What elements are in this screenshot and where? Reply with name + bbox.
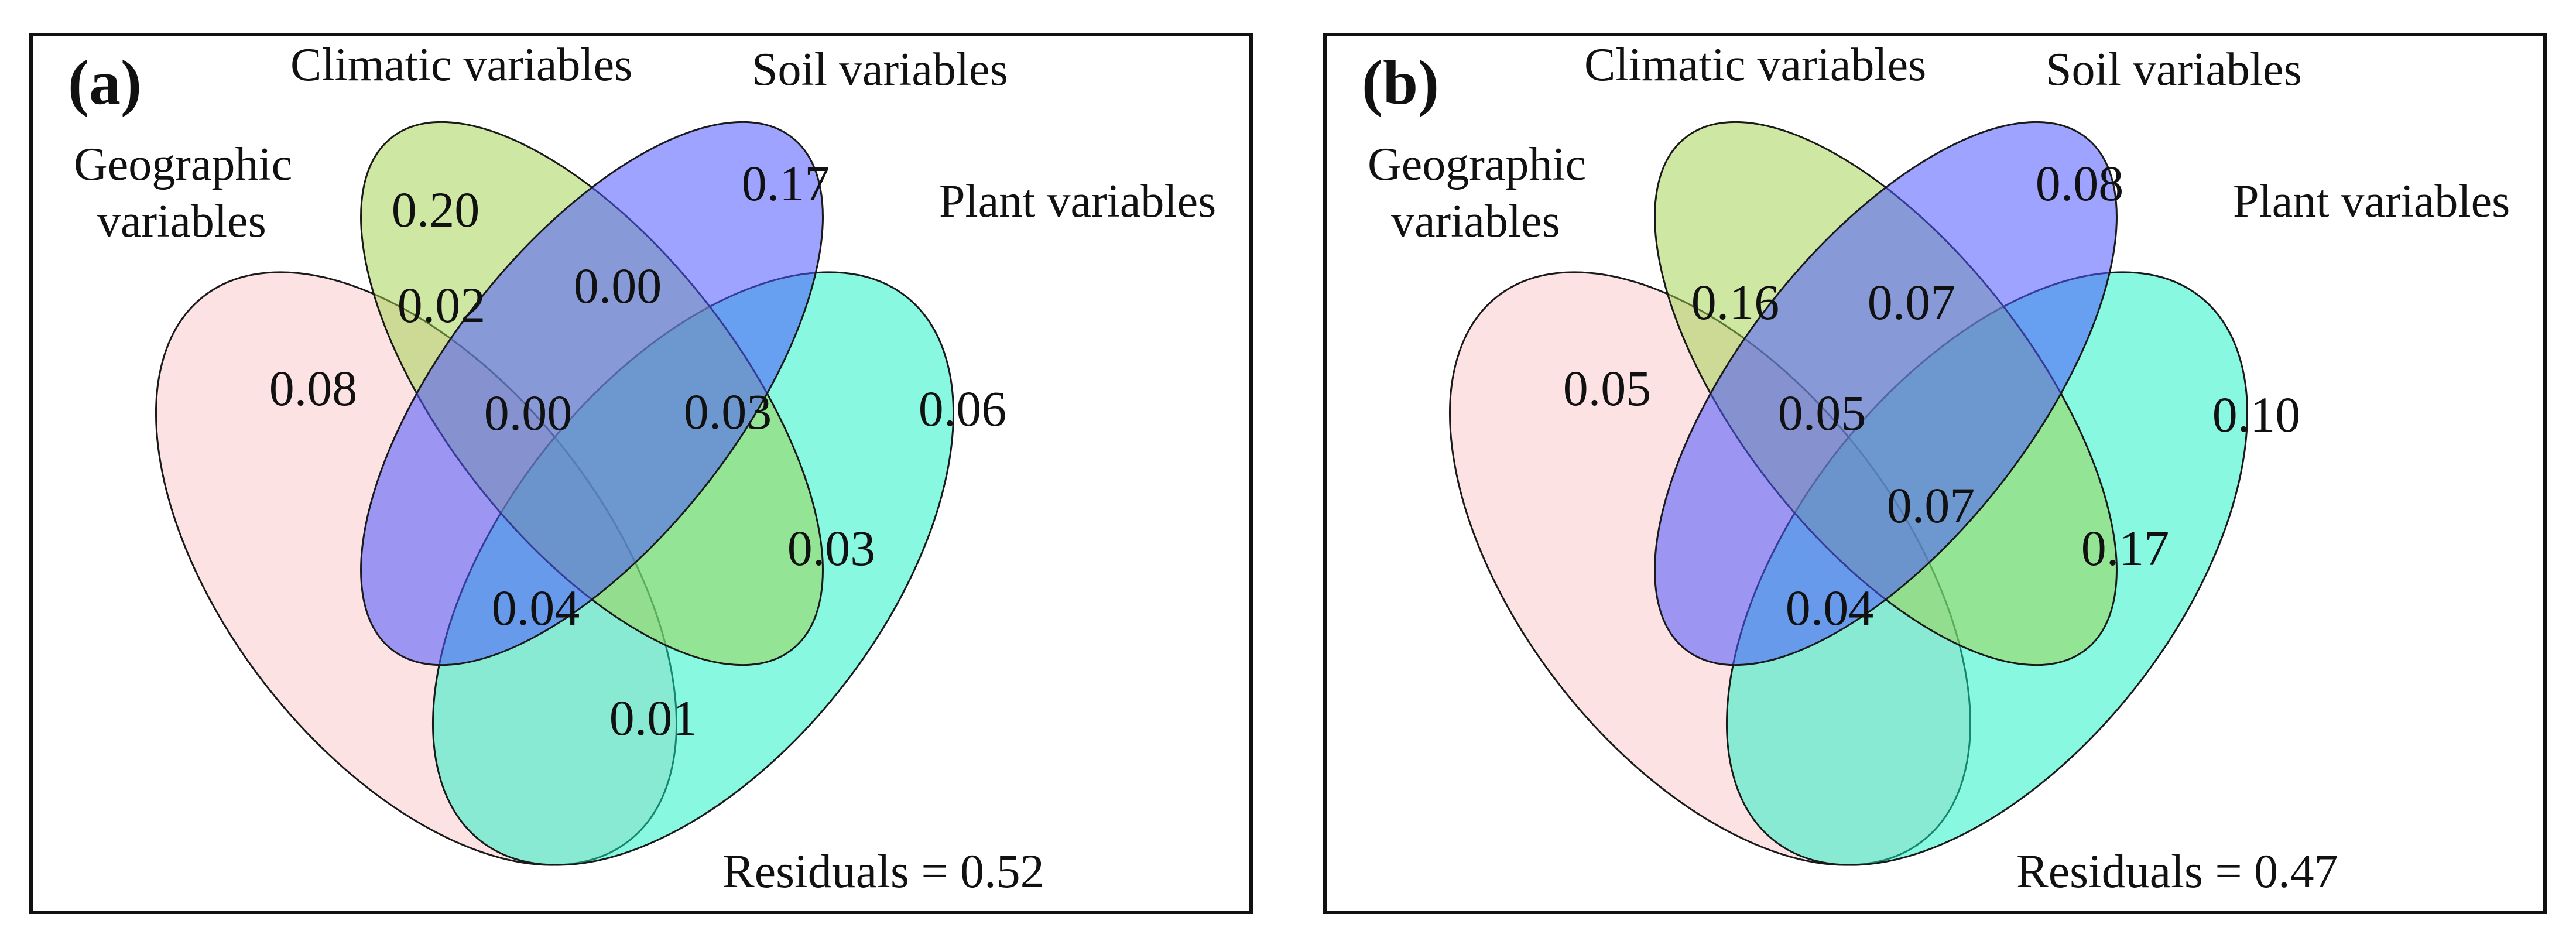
region-geo-climatic-soil: 0.00 (484, 385, 573, 441)
region-soil-plant: 0.17 (2081, 520, 2170, 576)
panel-label: (b) (1362, 48, 1439, 118)
region-soil-plant: 0.03 (787, 520, 876, 576)
panel-label: (a) (68, 48, 142, 118)
region-climatic-soil: 0.00 (574, 258, 662, 314)
region-soil-only: 0.08 (2036, 155, 2124, 211)
region-soil-only: 0.17 (742, 155, 830, 211)
region-plant-only: 0.06 (919, 381, 1007, 437)
soil-variables-label: Soil variables (2046, 44, 2302, 95)
region-geo-plant: 0.04 (492, 580, 580, 636)
venn-panel-b: (b) Climatic variables Soil variables Pl… (1323, 33, 2547, 914)
venn-diagram-b: (b) Climatic variables Soil variables Pl… (1362, 39, 2510, 898)
plant-variables-label: Plant variables (939, 176, 1216, 227)
climatic-variables-label: Climatic variables (290, 39, 632, 91)
venn-diagram-a: (a) Climatic variables Soil variables Pl… (68, 39, 1216, 898)
region-geo-climatic: 0.16 (1691, 274, 1780, 330)
geographic-label-line1: Geographic (1368, 139, 1586, 190)
climatic-variables-label: Climatic variables (1584, 39, 1926, 91)
region-plant-only: 0.10 (2212, 386, 2301, 443)
residuals-label: Residuals = 0.47 (2016, 844, 2338, 898)
region-geographic-only: 0.08 (269, 360, 358, 416)
geographic-label-line2: variables (1391, 196, 1560, 247)
region-climatic-soil-plant: 0.03 (684, 384, 772, 440)
residuals-label: Residuals = 0.52 (722, 844, 1044, 898)
soil-set-ellipse (1654, 121, 2118, 666)
region-geo-plant: 0.04 (1786, 580, 1874, 636)
soil-variables-label: Soil variables (752, 44, 1008, 95)
region-climatic-soil: 0.07 (1868, 274, 1956, 330)
region-climatic-only: 0.20 (392, 182, 480, 238)
geographic-label-line2: variables (97, 196, 266, 247)
region-geo-climatic: 0.02 (398, 277, 486, 333)
soil-set-ellipse (360, 121, 824, 666)
region-all-four: 0.07 (1887, 477, 1975, 533)
plant-variables-label: Plant variables (2233, 176, 2510, 227)
region-geo-climatic-soil: 0.05 (1778, 385, 1866, 441)
region-geo-soil-plant: 0.01 (609, 690, 698, 746)
venn-panel-a: (a) Climatic variables Soil variables Pl… (29, 33, 1253, 914)
geographic-label-line1: Geographic (74, 139, 292, 190)
region-geographic-only: 0.05 (1563, 360, 1652, 416)
